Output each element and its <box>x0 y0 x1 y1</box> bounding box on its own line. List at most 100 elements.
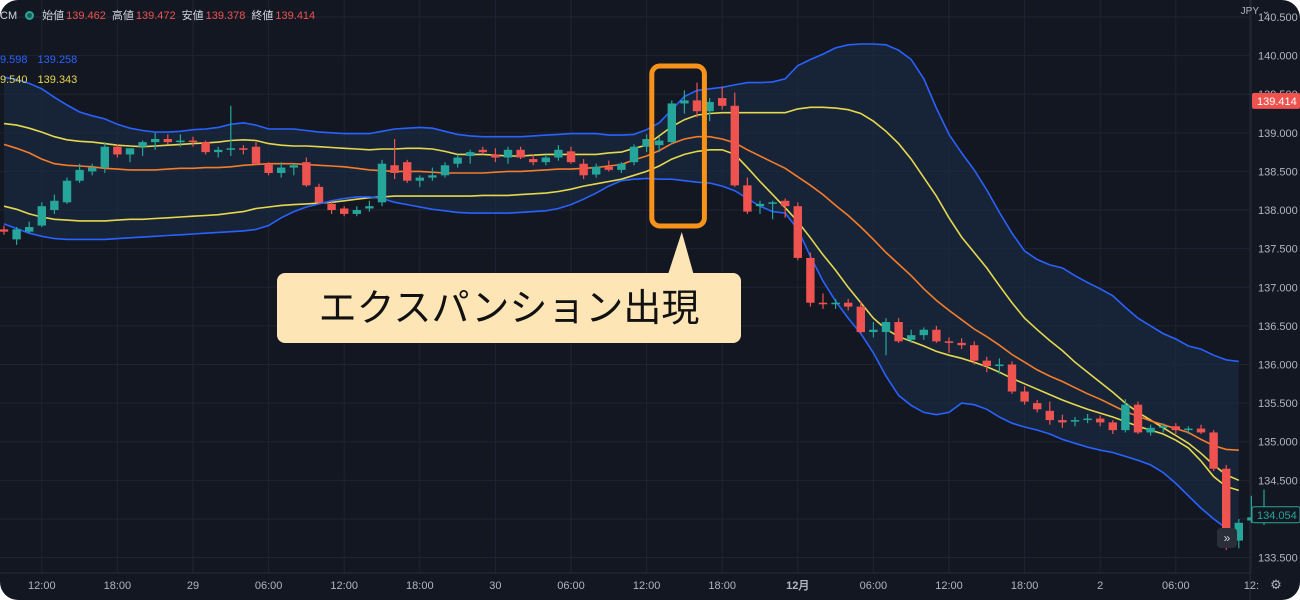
candle-82 <box>1033 400 1042 413</box>
candle-body-41 <box>516 149 525 158</box>
currency-label: JPY <box>1240 6 1259 17</box>
candle-body-75 <box>944 341 954 343</box>
bollinger-legend-outer[interactable]: 9.598 139.258 <box>0 54 77 66</box>
candle-body-37 <box>466 152 475 156</box>
time-tick-label: 12月 <box>786 579 809 592</box>
candle-60 <box>755 200 765 214</box>
callout-pointer <box>667 232 694 275</box>
candle-23 <box>289 163 298 176</box>
candle-body-29 <box>365 206 374 209</box>
candle-body-7 <box>88 167 97 172</box>
price-tick-label: 136.500 <box>1258 321 1298 333</box>
candle-body-51 <box>642 139 651 147</box>
candle-body-56 <box>705 101 714 112</box>
candle-75 <box>944 337 954 353</box>
time-tick-label: 12:00 <box>330 580 358 592</box>
candle-body-40 <box>503 149 513 158</box>
gear-icon[interactable]: ⚙ <box>1270 577 1282 592</box>
expansion-highlight-box <box>649 63 707 229</box>
candle-74 <box>932 325 941 343</box>
candle-26 <box>327 200 336 214</box>
candle-57 <box>718 86 727 110</box>
price-tag-box <box>1251 506 1300 524</box>
candle-83 <box>1045 401 1054 425</box>
bollinger-legend-inner[interactable]: 9.540 139.343 <box>0 74 77 86</box>
candle-68 <box>856 301 865 334</box>
candle-46 <box>579 159 588 180</box>
candle-25 <box>314 183 324 204</box>
time-tick-label: 18:00 <box>708 580 736 592</box>
time-tick-label: 12:00 <box>935 580 963 592</box>
candle-body-23 <box>289 165 298 168</box>
candle-35 <box>440 162 450 178</box>
candle-86 <box>1083 413 1092 424</box>
candle-body-62 <box>781 200 790 207</box>
ohlc-legend: CM 始値 139.462 高値 139.472 安値 139.378 終値 139.414 <box>0 7 321 23</box>
candle-69 <box>869 322 878 338</box>
candle-body-32 <box>403 162 412 181</box>
candle-body-53 <box>667 103 676 143</box>
candle-body-55 <box>692 100 702 112</box>
symbol-label[interactable]: CM <box>0 10 18 22</box>
candle-71 <box>894 318 903 343</box>
candle-6 <box>75 163 84 184</box>
candle-34 <box>428 167 437 181</box>
candle-28 <box>352 206 361 217</box>
candle-body-94 <box>1184 428 1193 431</box>
candle-body-57 <box>718 98 727 106</box>
candle-65 <box>818 293 828 309</box>
market-status-icon <box>25 11 35 20</box>
candle-body-38 <box>478 149 487 153</box>
candle-body-22 <box>277 167 286 173</box>
currency-selector[interactable]: JPY ⌄ <box>1241 6 1270 17</box>
candle-54 <box>680 90 689 114</box>
candle-body-10 <box>125 148 135 155</box>
candle-body-64 <box>806 257 815 303</box>
candle-63 <box>793 202 802 261</box>
band-line-lower-outer <box>3 177 1240 539</box>
candle-body-30 <box>377 163 387 203</box>
candle-93 <box>1171 423 1180 434</box>
candle-body-50 <box>629 146 639 163</box>
time-axis[interactable]: 12:00 18:00 29 06:00 12:00 18:00 30 06:00 12:00 1… <box>28 579 1259 592</box>
band-line-lower-inner <box>3 149 1240 492</box>
high-value: 139.472 <box>135 10 176 22</box>
candle-body-78 <box>982 360 991 367</box>
candle-body-0 <box>0 229 9 232</box>
candle-18 <box>226 105 235 156</box>
candle-body-63 <box>793 206 802 258</box>
candle-body-71 <box>894 322 903 342</box>
candle-67 <box>844 298 853 311</box>
candle-body-93 <box>1171 426 1180 431</box>
candle-49 <box>617 162 626 173</box>
candle-48 <box>604 160 613 172</box>
candle-51 <box>642 134 651 153</box>
time-tick-label: 06:00 <box>255 580 283 592</box>
price-tick-label: 137.000 <box>1258 282 1298 294</box>
candle-body-34 <box>428 175 437 178</box>
candle-53 <box>667 100 676 145</box>
candle-78 <box>982 356 991 373</box>
price-tick-label: 133.500 <box>1258 553 1298 565</box>
candle-body-82 <box>1033 403 1042 410</box>
candle-body-19 <box>239 148 248 150</box>
candle-body-14 <box>176 140 185 143</box>
candle-body-45 <box>566 151 576 163</box>
expand-arrows-icon[interactable]: » <box>1217 528 1237 548</box>
candle-body-97 <box>1222 468 1231 539</box>
candle-56 <box>705 98 714 122</box>
candle-body-8 <box>100 146 109 168</box>
candle-body-60 <box>755 203 765 207</box>
candle-76 <box>957 338 966 350</box>
candle-3 <box>37 202 46 228</box>
time-tick-label: 12:00 <box>633 580 661 592</box>
candle-body-12 <box>151 139 160 143</box>
candle-body-59 <box>743 185 752 212</box>
candle-body-13 <box>163 139 172 143</box>
price-tag-label: 134.054 <box>1257 510 1297 522</box>
candle-80 <box>1007 361 1017 394</box>
candle-body-36 <box>453 157 462 164</box>
candle-58 <box>730 92 739 187</box>
candle-43 <box>541 154 550 166</box>
